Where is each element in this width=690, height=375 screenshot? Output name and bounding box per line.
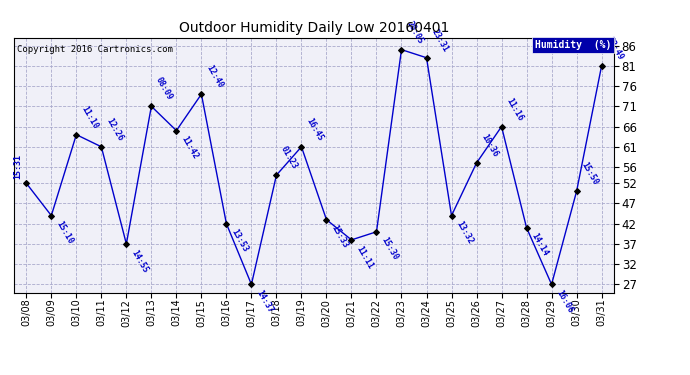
Text: 13:32: 13:32 — [454, 220, 475, 246]
Point — [546, 281, 557, 287]
Point — [446, 213, 457, 219]
Point — [121, 241, 132, 247]
Point — [346, 237, 357, 243]
Text: 15:30: 15:30 — [380, 236, 400, 262]
Text: 11:11: 11:11 — [354, 244, 375, 270]
Text: 23:49: 23:49 — [604, 36, 624, 62]
Text: 11:16: 11:16 — [504, 96, 524, 122]
Text: 15:10: 15:10 — [54, 220, 75, 246]
Point — [471, 160, 482, 166]
Text: 15:31: 15:31 — [14, 154, 23, 179]
Text: Copyright 2016 Cartronics.com: Copyright 2016 Cartronics.com — [17, 45, 172, 54]
Point — [246, 281, 257, 287]
Text: 16:45: 16:45 — [304, 117, 324, 142]
Text: 15:50: 15:50 — [580, 161, 600, 187]
Point — [146, 103, 157, 109]
Text: Humidity  (%): Humidity (%) — [535, 40, 611, 50]
Text: 12:26: 12:26 — [104, 117, 124, 142]
Text: 14:37: 14:37 — [254, 289, 275, 315]
Point — [421, 55, 432, 61]
Point — [271, 172, 282, 178]
Point — [171, 128, 182, 134]
Point — [596, 63, 607, 69]
Text: 16:06: 16:06 — [554, 289, 575, 315]
Point — [321, 217, 332, 223]
Text: 10:36: 10:36 — [480, 133, 500, 159]
Point — [521, 225, 532, 231]
Text: 01:23: 01:23 — [279, 145, 299, 171]
Point — [296, 144, 307, 150]
Point — [96, 144, 107, 150]
Point — [46, 213, 57, 219]
Text: 11:42: 11:42 — [179, 135, 199, 161]
Text: 23:31: 23:31 — [429, 27, 450, 54]
Point — [196, 91, 207, 97]
Text: 12:40: 12:40 — [204, 64, 224, 90]
Point — [571, 188, 582, 194]
Text: 08:09: 08:09 — [154, 76, 175, 102]
Point — [396, 46, 407, 53]
Title: Outdoor Humidity Daily Low 20160401: Outdoor Humidity Daily Low 20160401 — [179, 21, 449, 35]
Text: 14:14: 14:14 — [529, 232, 550, 258]
Text: 11:10: 11:10 — [79, 104, 99, 130]
Point — [71, 132, 82, 138]
Text: 20:05: 20:05 — [404, 20, 424, 45]
Text: 14:55: 14:55 — [129, 248, 150, 274]
Text: 13:53: 13:53 — [229, 228, 250, 254]
Point — [221, 221, 232, 227]
Point — [496, 123, 507, 129]
Point — [21, 180, 32, 186]
Text: 15:33: 15:33 — [329, 224, 350, 250]
Point — [371, 229, 382, 235]
